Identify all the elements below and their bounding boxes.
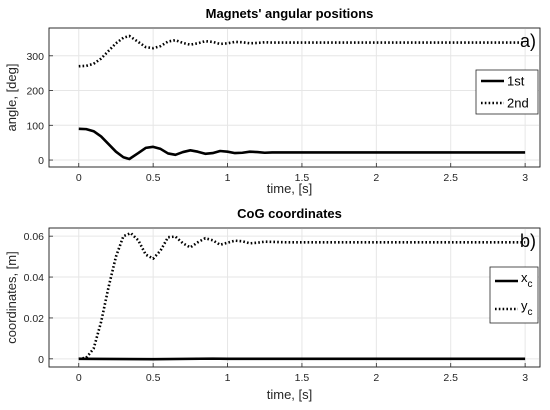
x-axis-label: time, [s]: [267, 387, 313, 402]
chart-panel-a: 0 0.5 1 1.5 2 2.5 3 0 100 200 300 Magnets' angular …: [4, 6, 541, 196]
legend: xc yc: [489, 266, 539, 324]
x-tick-label: 1: [225, 372, 231, 384]
y-tick-label: 300: [26, 51, 44, 63]
legend-box: [489, 266, 539, 324]
legend-label-2: yc: [521, 298, 533, 318]
legend-label-subscript: c: [528, 279, 533, 290]
x-tick-label: 1: [225, 172, 231, 184]
x-tick-label: 3: [522, 372, 528, 384]
legend-label-subscript: c: [528, 307, 533, 318]
chart-panel-b: 0 0.5 1 1.5 2 2.5 3 0 0.02 0.04 0.06 CoG coordinate…: [4, 206, 541, 402]
y-tick-label: 0.04: [24, 272, 45, 284]
panel-label: a): [520, 31, 536, 51]
x-tick-label: 0: [76, 172, 82, 184]
plot-area: [48, 27, 541, 168]
y-tick-label: 0: [38, 354, 44, 366]
x-tick-label: 0.5: [146, 172, 161, 184]
y-tick-label: 100: [26, 120, 44, 132]
legend-label-2: 2nd: [507, 96, 529, 111]
legend-box: [475, 69, 539, 115]
y-tick-label: 0.02: [24, 313, 45, 325]
plot-area: [48, 227, 541, 368]
y-tick-label: 0: [38, 155, 44, 167]
y-tick-label: 0.06: [24, 231, 45, 243]
series-line-1: [78, 127, 526, 161]
series-line-2: [78, 231, 526, 361]
y-axis-label: angle, [deg]: [4, 64, 19, 132]
y-axis-label: coordinates, [m]: [4, 251, 19, 344]
x-tick-label: 0: [76, 372, 82, 384]
chart-title: CoG coordinates: [237, 206, 342, 221]
panel-label: b): [520, 231, 536, 251]
x-tick-label: 1.5: [295, 172, 310, 184]
x-tick-label: 2.5: [443, 172, 458, 184]
series-line-1: [78, 357, 526, 361]
x-tick-label: 0.5: [146, 372, 161, 384]
x-tick-label: 2: [373, 372, 379, 384]
x-tick-label: 1.5: [295, 372, 310, 384]
legend-label-1: 1st: [507, 74, 525, 89]
axes-border: [48, 227, 541, 368]
x-axis-label: time, [s]: [267, 181, 313, 196]
x-tick-label: 3: [522, 172, 528, 184]
series-line-2: [78, 34, 526, 68]
x-tick-label: 2.5: [443, 372, 458, 384]
legend-label-1: xc: [521, 270, 533, 290]
chart-title: Magnets' angular positions: [206, 6, 374, 21]
y-tick-label: 200: [26, 86, 44, 98]
axes-border: [48, 27, 541, 168]
x-tick-label: 2: [373, 172, 379, 184]
